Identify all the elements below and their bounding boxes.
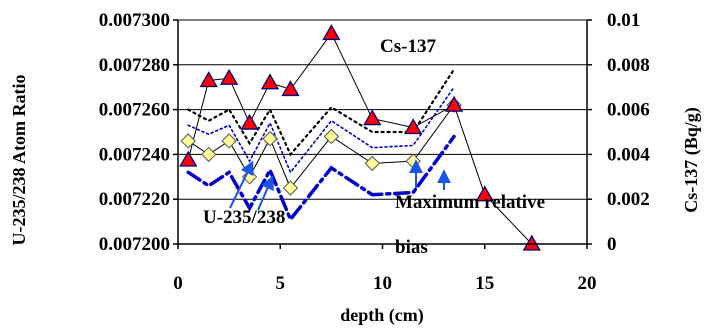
bound-line-1 xyxy=(186,134,456,223)
arrow-u235-b xyxy=(257,175,274,211)
y2-tick-label: 0.004 xyxy=(607,144,650,165)
diamond-marker xyxy=(364,155,380,172)
annotation-maximum-relative: Maximum relative xyxy=(395,192,545,213)
triangle-marker xyxy=(522,234,541,251)
y2-tick-label: 0.002 xyxy=(607,189,650,210)
diamond-marker xyxy=(405,153,421,169)
x-axis-title: depth (cm) xyxy=(340,305,424,326)
triangle-marker xyxy=(240,113,259,130)
annotation-bias: bias xyxy=(395,237,428,258)
y2-axis-title: Cs-137 (Bq/g) xyxy=(681,107,702,213)
triangle-marker xyxy=(220,68,239,85)
diamond-marker xyxy=(200,146,217,163)
y2-tick-label: 0.008 xyxy=(607,55,650,76)
y2-tick-label: 0.01 xyxy=(607,10,640,31)
y-tick-label: 0.007300 xyxy=(99,10,170,31)
triangle-marker xyxy=(281,80,300,97)
triangle-marker xyxy=(322,24,341,41)
y-tick-label: 0.007240 xyxy=(99,144,170,165)
bound-line-0 xyxy=(187,68,456,157)
triangle-marker xyxy=(199,71,218,88)
data-markers xyxy=(179,24,541,251)
bias-bound-lines xyxy=(186,68,456,223)
gridlines xyxy=(178,19,587,200)
axis-ticks: 0.007200 0.007220 0.007240 0.007260 0.007280… xyxy=(99,10,651,294)
diamond-marker xyxy=(323,128,340,145)
y-tick-label: 0.007200 xyxy=(99,234,170,255)
x-tick-label: 10 xyxy=(373,273,392,294)
diamond-marker xyxy=(180,133,196,149)
triangle-marker xyxy=(475,185,494,202)
triangle-marker xyxy=(363,109,382,126)
arrow-u235-a xyxy=(229,160,254,209)
triangle-marker xyxy=(404,118,423,135)
annotation-cs137: Cs-137 xyxy=(380,36,436,57)
series-line xyxy=(187,104,455,189)
bound-line-2 xyxy=(187,86,455,174)
triangle-marker xyxy=(444,95,464,112)
x-tick-label: 5 xyxy=(276,273,286,294)
y-tick-label: 0.007280 xyxy=(99,55,170,76)
x-tick-label: 15 xyxy=(475,273,494,294)
annotation-u235: U-235/238 xyxy=(203,207,285,228)
triangle-marker xyxy=(260,73,280,90)
y-tick-label: 0.007260 xyxy=(99,100,170,121)
diamond-marker xyxy=(282,180,299,196)
diamond-marker xyxy=(221,133,237,149)
y2-tick-label: 0 xyxy=(607,234,617,255)
y-tick-label: 0.007220 xyxy=(99,189,170,210)
x-tick-label: 20 xyxy=(578,273,597,294)
diamond-marker xyxy=(262,131,278,147)
y2-tick-label: 0.006 xyxy=(607,100,650,121)
y-axis-title: U-235/238 Atom Ratio xyxy=(9,75,29,246)
x-tick-label: 0 xyxy=(173,273,183,294)
triangle-marker xyxy=(179,150,198,167)
